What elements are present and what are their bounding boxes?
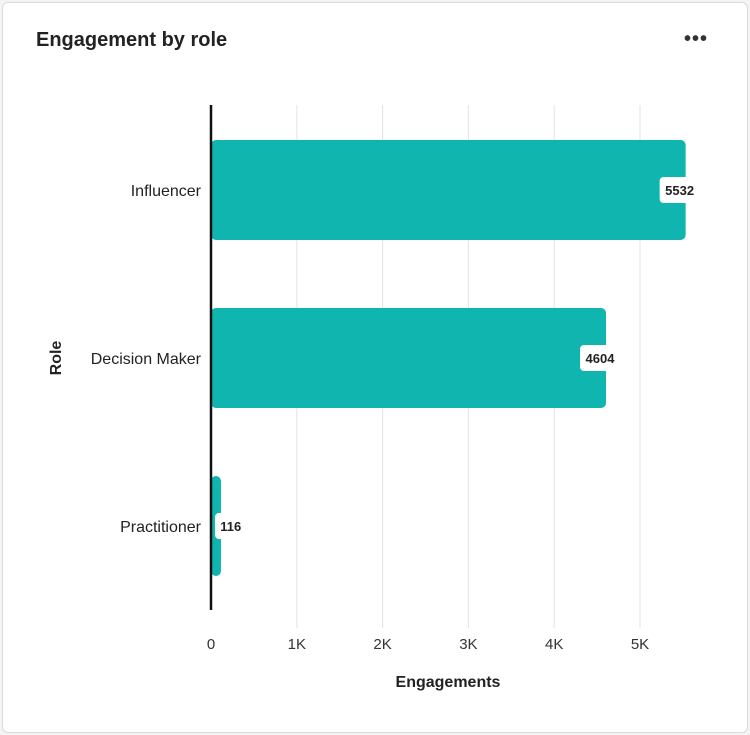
card-title: Engagement by role (36, 29, 228, 51)
data-label: 4604 (586, 351, 616, 366)
x-tick-label: 1K (288, 636, 306, 653)
bar-decision-maker (211, 308, 607, 408)
data-label-bg (215, 513, 247, 539)
x-axis-title: Engagements (396, 674, 501, 691)
x-tick-label: 2K (373, 636, 391, 653)
data-label-bg (580, 345, 621, 371)
y-axis-title: Role (48, 341, 65, 376)
y-tick-label: Practitioner (120, 519, 202, 536)
bar-influencer (211, 140, 686, 240)
data-label-bg (659, 177, 700, 203)
y-tick-label: Influencer (131, 183, 202, 200)
x-tick-label: 5K (631, 636, 649, 653)
data-label: 116 (220, 519, 241, 534)
y-tick-label: Decision Maker (91, 351, 202, 368)
data-label: 5532 (665, 183, 694, 198)
x-tick-label: 3K (459, 636, 477, 653)
x-tick-label: 0 (207, 636, 215, 653)
x-tick-label: 4K (545, 636, 563, 653)
more-options-icon[interactable]: ••• (683, 28, 708, 50)
